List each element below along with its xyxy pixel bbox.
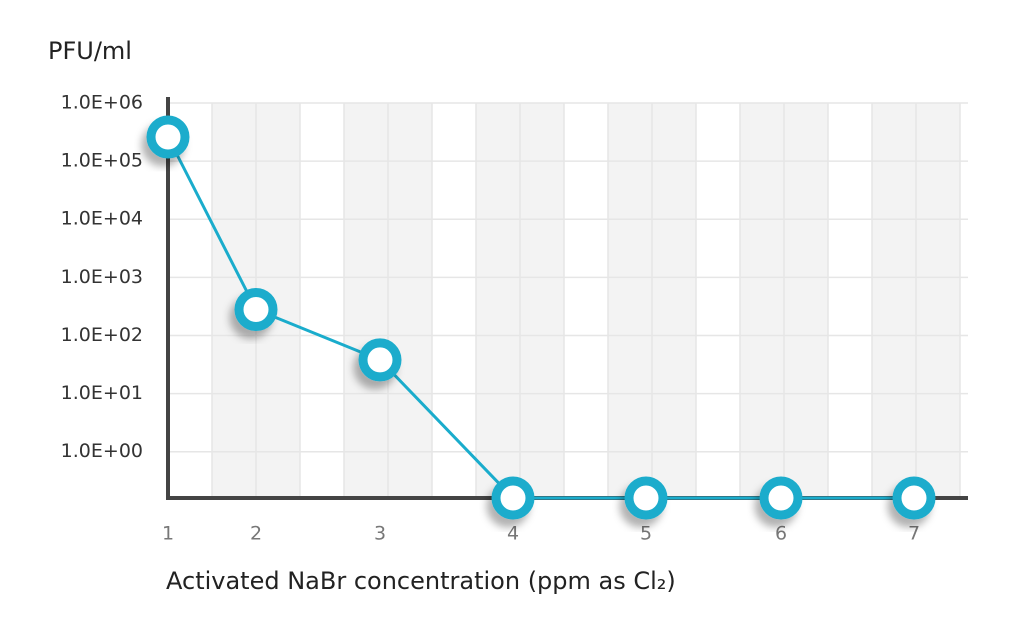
x-tick-label: 2 [250, 523, 262, 545]
data-point [358, 338, 402, 382]
x-tick-label: 6 [775, 523, 787, 545]
y-tick-label: 1.0E+03 [61, 266, 143, 288]
y-tick-label: 1.0E+06 [61, 92, 143, 114]
plot-background [211, 103, 961, 498]
x-axis-label: Activated NaBr concentration (ppm as Cl₂… [166, 567, 676, 595]
x-tick-label: 1 [162, 523, 174, 545]
y-axis-label: PFU/ml [48, 37, 132, 65]
data-point [624, 476, 668, 520]
data-point [892, 476, 936, 520]
data-point [491, 476, 535, 520]
x-tick-label: 5 [640, 523, 652, 545]
data-point [234, 288, 278, 332]
x-tick-label: 7 [908, 523, 920, 545]
y-tick-label: 1.0E+01 [61, 382, 143, 404]
data-point [759, 476, 803, 520]
x-tick-label: 4 [507, 523, 519, 545]
data-point [146, 115, 190, 159]
y-tick-label: 1.0E+04 [61, 208, 143, 230]
y-tick-label: 1.0E+00 [61, 440, 143, 462]
y-tick-label: 1.0E+02 [61, 324, 143, 346]
x-tick-label: 3 [374, 523, 386, 545]
y-tick-label: 1.0E+05 [61, 150, 143, 172]
